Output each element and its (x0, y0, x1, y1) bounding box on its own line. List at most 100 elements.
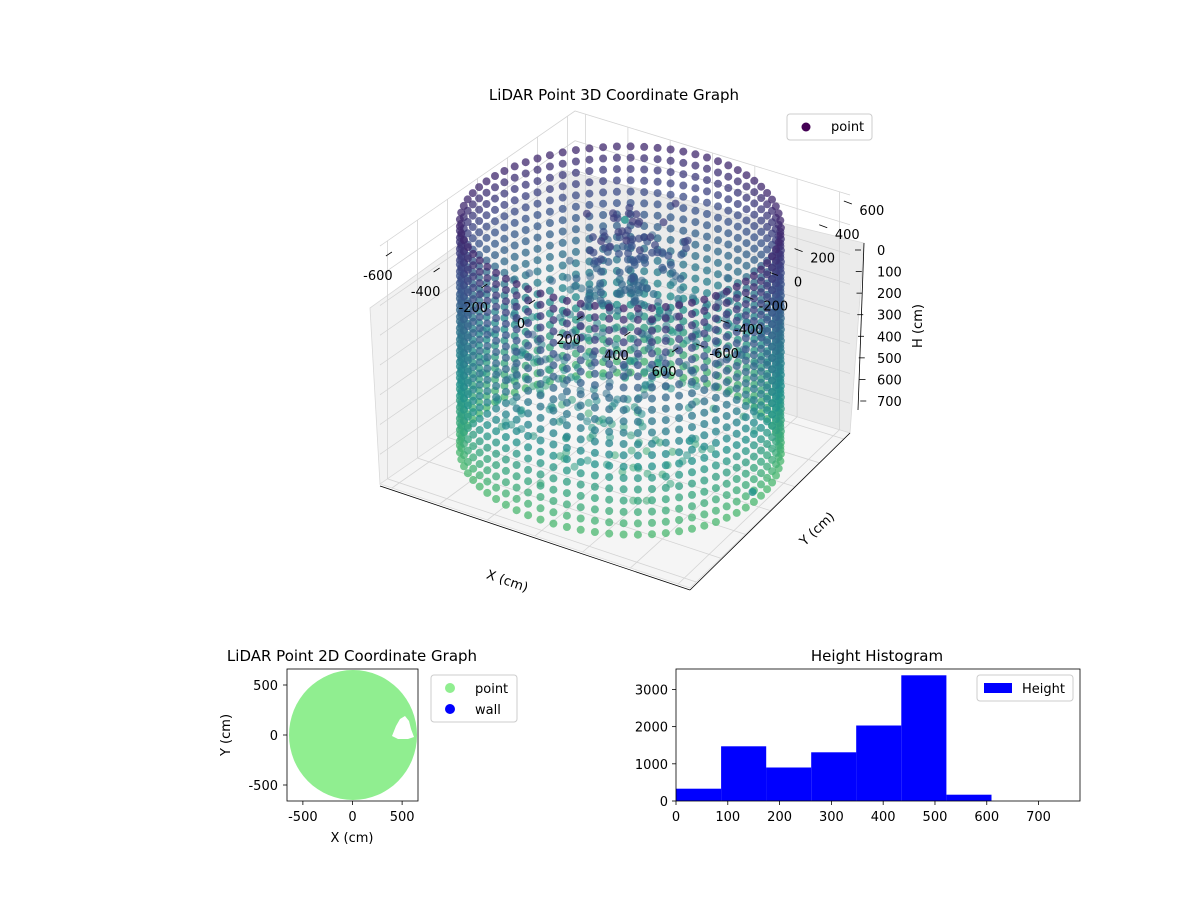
chart-3d-point (483, 364, 492, 373)
chart-3d-point (596, 279, 605, 288)
chart-3d-point (510, 252, 519, 261)
chart-3d-point (521, 259, 530, 268)
chart-3d-point (675, 470, 684, 479)
chart-3d-point (619, 304, 628, 313)
chart-3d-point (629, 256, 638, 265)
chart-3d-point (597, 237, 606, 246)
chart-3d-point (692, 326, 701, 335)
chart-3d-point (576, 424, 585, 433)
chart-3d-point (612, 357, 621, 366)
chart-3d-point (482, 233, 491, 242)
chart-3d-point (703, 198, 711, 207)
chart-3d-point (633, 485, 642, 494)
chart-3d-point (596, 288, 605, 297)
chart-3d-point (714, 179, 722, 188)
chart-3d-point (688, 490, 696, 499)
chart-3d-point (711, 416, 720, 425)
chart-3d-point (648, 304, 656, 313)
chart-3d-point (492, 404, 501, 413)
chart-3d-point (691, 184, 700, 193)
histogram-bar (946, 794, 992, 801)
chart-3d-point (463, 469, 472, 478)
chart-histogram-y-tick-label: 2000 (635, 721, 668, 736)
chart-3d-point (512, 427, 521, 436)
chart-3d-point (741, 401, 750, 410)
chart-3d-point (661, 495, 670, 504)
chart-3d-point (599, 165, 608, 174)
chart-histogram-y-ticks: 0 1000 2000 3000 (635, 683, 676, 810)
chart-3d-point (711, 506, 720, 515)
chart-3d-y-tick-label: 400 (835, 228, 860, 243)
chart-3d-point (633, 406, 642, 415)
chart-3d-point (571, 214, 580, 222)
chart-3d-point (599, 346, 608, 355)
chart-3d-point (605, 461, 614, 470)
chart-3d-point (492, 427, 501, 436)
chart-3d-point (703, 243, 711, 252)
chart-3d-point (492, 302, 501, 311)
chart-3d-point (562, 500, 571, 509)
chart-3d-point (757, 356, 765, 364)
chart-2d-legend-label-wall: wall (475, 703, 501, 718)
chart-3d-point (763, 281, 772, 290)
chart-3d-point (661, 529, 670, 538)
chart-3d-point (661, 336, 670, 345)
chart-3d-point (714, 236, 722, 245)
chart-3d-point (772, 245, 780, 254)
chart-3d-point (741, 322, 750, 331)
chart-3d-point (700, 510, 709, 519)
chart-3d-point (590, 516, 599, 525)
chart-3d-point (763, 428, 772, 437)
chart-3d-point (510, 241, 519, 250)
chart-2d-legend-marker-point (445, 683, 455, 693)
chart-3d-point (500, 212, 509, 221)
chart-3d-point (521, 192, 530, 201)
chart-3d-point (562, 410, 571, 418)
chart-3d-point (469, 453, 478, 462)
chart-2d-wall-hole (392, 716, 414, 739)
chart-3d-point (609, 214, 618, 223)
chart-3d-point (732, 373, 741, 382)
chart-3d-point (545, 185, 554, 194)
chart-3d-point (733, 200, 742, 208)
chart-3d-point (501, 308, 510, 317)
chart-3d-point (688, 310, 696, 318)
chart-3d-point (590, 528, 599, 536)
chart-3d-point (653, 211, 662, 220)
chart-3d-point (475, 380, 484, 389)
chart-3d-point (510, 185, 519, 193)
chart-3d-z-tick-label: 400 (877, 330, 902, 345)
chart-3d-point (521, 158, 530, 167)
chart-3d-point (711, 371, 720, 380)
chart-3d-point (521, 226, 530, 234)
chart-3d-point (750, 255, 759, 264)
chart-3d-point (763, 372, 772, 381)
chart-3d-point (510, 264, 519, 273)
chart-histogram-x-tick-label: 0 (672, 810, 680, 825)
chart-3d-point (475, 414, 484, 423)
histogram-bar (721, 746, 767, 801)
chart-3d-point (741, 367, 750, 376)
chart-3d-point (722, 457, 731, 466)
chart-3d-point (605, 303, 614, 312)
chart-3d-point (605, 529, 614, 538)
chart-3d-point (605, 360, 614, 368)
chart-3d-point (749, 452, 758, 461)
chart-3d-point (648, 360, 656, 369)
chart-2d-y-tick-label: 500 (253, 679, 278, 694)
chart-3d-x-axis-label: X (cm) (484, 568, 530, 596)
chart-3d-point (700, 386, 709, 395)
chart-3d-point (619, 507, 628, 516)
chart-3d-point (648, 507, 656, 516)
chart-3d-point (463, 288, 472, 297)
chart-3d-point (638, 283, 647, 292)
chart-3d-point (688, 355, 696, 364)
chart-3d-point (612, 153, 621, 162)
chart-3d-point (576, 322, 585, 331)
chart-3d-point (676, 285, 685, 294)
chart-3d-point (648, 462, 656, 471)
chart-3d-point (571, 180, 580, 189)
chart-3d-point (469, 272, 478, 281)
chart-3d-point (666, 145, 675, 154)
chart-3d-point (700, 442, 709, 451)
